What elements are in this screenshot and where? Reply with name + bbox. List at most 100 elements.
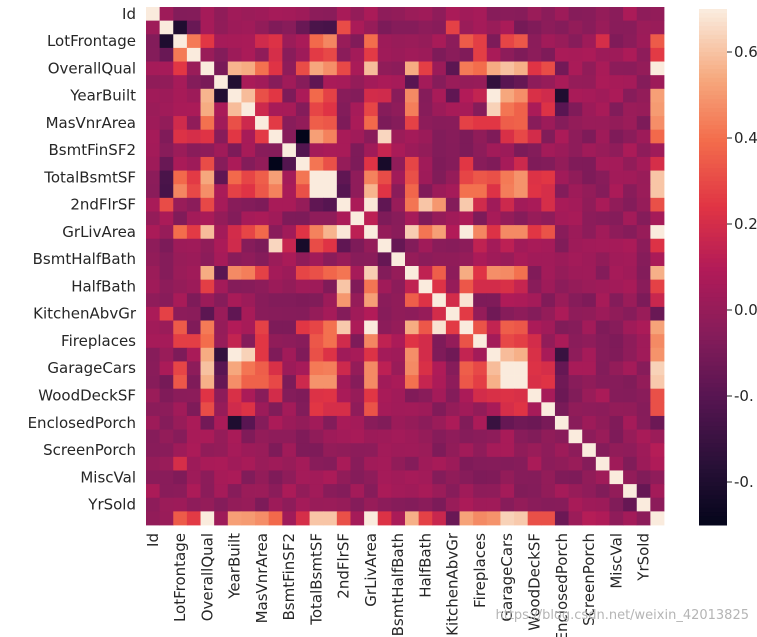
- heatmap-cell: [227, 88, 242, 103]
- heatmap-cell: [282, 347, 297, 362]
- heatmap-cell: [241, 116, 256, 131]
- heatmap-cell: [282, 143, 297, 158]
- heatmap-cell: [309, 456, 324, 471]
- heatmap-cell: [554, 252, 569, 267]
- heatmap-cell: [514, 225, 529, 240]
- heatmap-cell: [541, 347, 556, 362]
- heatmap-cell: [295, 7, 310, 22]
- heatmap-cell: [227, 61, 242, 76]
- colorbar: 0.60.40.20.0-0.-0.: [699, 9, 757, 526]
- heatmap-cell: [582, 238, 597, 253]
- heatmap-cell: [336, 252, 351, 267]
- heatmap-cell: [568, 47, 583, 62]
- heatmap-cell: [146, 211, 161, 226]
- heatmap-cell: [500, 75, 515, 90]
- x-tick-label: GrLivArea: [362, 533, 380, 607]
- heatmap-cell: [554, 34, 569, 49]
- heatmap-cell: [405, 211, 420, 226]
- heatmap-cell: [268, 61, 283, 76]
- heatmap-cell: [405, 143, 420, 158]
- colorbar-segment: [699, 516, 727, 522]
- heatmap-cell: [582, 375, 597, 390]
- heatmap-cell: [391, 102, 406, 117]
- heatmap-cell: [514, 47, 529, 62]
- heatmap-cell: [514, 306, 529, 321]
- heatmap-cell: [214, 116, 229, 131]
- heatmap-cell: [377, 88, 392, 103]
- heatmap-cell: [377, 443, 392, 458]
- heatmap-cell: [623, 361, 638, 376]
- heatmap-cell: [377, 129, 392, 144]
- heatmap-cell: [255, 279, 270, 294]
- heatmap-cell: [186, 470, 201, 485]
- heatmap-cell: [445, 156, 460, 171]
- heatmap-cell: [459, 184, 474, 199]
- heatmap-cell: [541, 7, 556, 22]
- heatmap-cell: [173, 266, 188, 281]
- heatmap-cell: [527, 102, 542, 117]
- heatmap-cell: [241, 470, 256, 485]
- heatmap-cell: [459, 102, 474, 117]
- heatmap-cell: [541, 170, 556, 185]
- heatmap-cell: [323, 306, 338, 321]
- heatmap-cell: [650, 7, 665, 22]
- heatmap-cell: [391, 47, 406, 62]
- heatmap-cell: [255, 293, 270, 308]
- heatmap-cell: [391, 484, 406, 499]
- heatmap-cell: [173, 88, 188, 103]
- heatmap-cell: [227, 279, 242, 294]
- heatmap-cell: [554, 415, 569, 430]
- colorbar-segment: [699, 185, 727, 191]
- colorbar-segment: [699, 396, 727, 401]
- heatmap-cell: [636, 238, 651, 253]
- heatmap-cell: [527, 61, 542, 76]
- heatmap-cell: [500, 497, 515, 512]
- x-tick-label: GarageCars: [498, 533, 516, 622]
- heatmap-cell: [282, 116, 297, 131]
- colorbar-segment: [699, 64, 727, 70]
- heatmap-cell: [159, 470, 174, 485]
- heatmap-cell: [582, 415, 597, 430]
- heatmap-cell: [459, 88, 474, 103]
- heatmap-cell: [595, 429, 610, 444]
- heatmap-cell: [391, 470, 406, 485]
- heatmap-cell: [459, 170, 474, 185]
- heatmap-cell: [214, 102, 229, 117]
- heatmap-cell: [173, 252, 188, 267]
- heatmap-cell: [200, 456, 215, 471]
- heatmap-cell: [309, 225, 324, 240]
- heatmap-cell: [309, 293, 324, 308]
- heatmap-cell: [146, 375, 161, 390]
- heatmap-cell: [282, 320, 297, 335]
- heatmap-cell: [473, 279, 488, 294]
- heatmap-cell: [568, 470, 583, 485]
- heatmap-cell: [350, 361, 365, 376]
- heatmap-cell: [268, 375, 283, 390]
- heatmap-cell: [268, 211, 283, 226]
- heatmap-cell: [391, 497, 406, 512]
- heatmap-cell: [473, 388, 488, 403]
- heatmap-cell: [405, 156, 420, 171]
- heatmap-cell: [445, 88, 460, 103]
- heatmap-cell: [650, 388, 665, 403]
- heatmap-cell: [486, 102, 501, 117]
- heatmap-cell: [623, 347, 638, 362]
- heatmap-cell: [609, 402, 624, 417]
- heatmap-cell: [268, 116, 283, 131]
- colorbar-tick-label: 0.4: [734, 129, 757, 147]
- heatmap-cell: [623, 156, 638, 171]
- heatmap-cell: [268, 75, 283, 90]
- heatmap-cell: [323, 197, 338, 212]
- x-tick-label: LotFrontage: [171, 533, 189, 622]
- heatmap-cell: [418, 34, 433, 49]
- heatmap-cell: [623, 252, 638, 267]
- colorbar-segment: [699, 507, 727, 513]
- heatmap-cell: [173, 47, 188, 62]
- heatmap-cell: [323, 34, 338, 49]
- heatmap-cell: [636, 429, 651, 444]
- heatmap-cell: [623, 47, 638, 62]
- heatmap-cell: [582, 511, 597, 526]
- heatmap-cell: [650, 334, 665, 349]
- heatmap-cell: [350, 75, 365, 90]
- heatmap-cell: [405, 102, 420, 117]
